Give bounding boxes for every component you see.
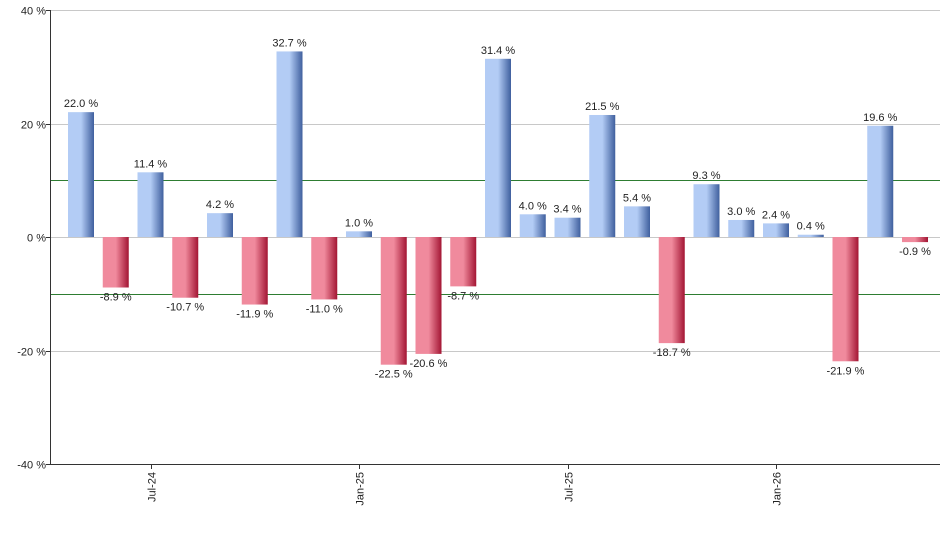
data-label: -10.7 %: [166, 302, 204, 314]
positive-bar: [276, 51, 303, 237]
positive-bar: [519, 214, 546, 237]
y-tick-label: -20 %: [17, 347, 46, 359]
negative-bar: [415, 237, 442, 354]
positive-bar: [624, 206, 650, 237]
data-label: 11.4 %: [134, 158, 168, 170]
x-tick-label: Jan-26: [772, 472, 784, 506]
data-label: 1.0 %: [345, 217, 373, 229]
data-label: 19.6 %: [863, 112, 897, 124]
x-tick-label: Jul-25: [564, 472, 576, 502]
data-label: -8.9 %: [100, 292, 132, 304]
axes: 40 % 20 % 0 % -20 % -40 % Jul-24 Jan-25 Jul-25 J…: [17, 6, 940, 506]
positive-bar: [137, 172, 164, 237]
y-tick-label: 40 %: [21, 6, 46, 18]
data-label: -22.5 %: [375, 369, 413, 381]
negative-bar: [450, 237, 477, 287]
data-label: 32.7 %: [272, 37, 306, 49]
negative-bar: [172, 237, 199, 298]
data-label: -11.9 %: [236, 309, 273, 321]
negative-bar: [311, 237, 338, 300]
data-label: -18.7 %: [653, 347, 691, 359]
positive-bar: [346, 231, 372, 237]
data-label: -21.9 %: [827, 365, 865, 377]
bars: [68, 51, 928, 365]
negative-bar: [241, 237, 268, 305]
data-label: 9.3 %: [692, 170, 720, 182]
data-label: 3.4 %: [553, 204, 581, 216]
y-tick-label: 0 %: [27, 233, 46, 245]
positive-bar: [589, 114, 616, 237]
data-label: 21.5 %: [585, 101, 619, 113]
data-label: 0.4 %: [797, 221, 825, 233]
data-label: 4.2 %: [206, 199, 234, 211]
positive-bar: [867, 125, 894, 237]
negative-bar: [832, 237, 859, 362]
data-label: 2.4 %: [762, 209, 790, 221]
y-tick-label: -40 %: [17, 460, 46, 472]
positive-bar: [554, 217, 581, 237]
positive-bar: [728, 219, 755, 237]
negative-bar: [902, 237, 928, 243]
negative-bar: [658, 237, 685, 344]
positive-bar: [763, 223, 789, 237]
negative-bar: [102, 237, 129, 288]
data-labels: 22.0 % -8.9 % 11.4 % -10.7 % 4.2 % -11.9 % 32.…: [64, 37, 931, 380]
data-label: 22.0 %: [64, 98, 98, 110]
x-tick-label: Jan-25: [355, 472, 367, 506]
x-tick-label: Jul-24: [147, 472, 159, 502]
data-label: 31.4 %: [481, 45, 515, 57]
data-label: 4.0 %: [519, 200, 547, 212]
data-label: -0.9 %: [899, 246, 931, 258]
positive-bar: [68, 112, 94, 237]
positive-bar: [485, 58, 511, 238]
positive-bar: [693, 184, 720, 237]
data-label: -20.6 %: [410, 358, 448, 370]
data-label: -8.7 %: [447, 290, 479, 302]
y-tick-label: 20 %: [21, 120, 46, 132]
negative-bar: [380, 237, 407, 365]
positive-bar: [207, 213, 233, 237]
data-label: -11.0 %: [306, 303, 343, 315]
data-label: 5.4 %: [623, 192, 651, 204]
data-label: 3.0 %: [727, 206, 755, 218]
positive-bar: [797, 234, 824, 237]
